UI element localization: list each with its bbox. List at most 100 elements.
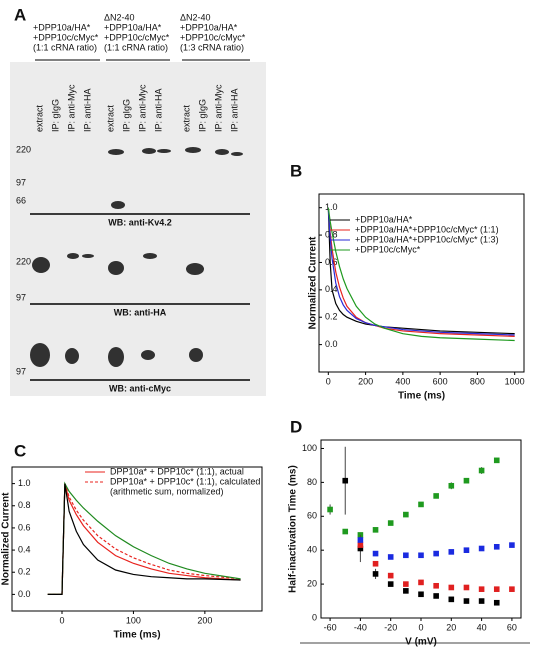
x-tick-label: 200 — [358, 376, 373, 386]
group-label: (1:1 cRNA ratio) — [104, 42, 168, 52]
lane-label: IP: gIgG — [50, 99, 60, 132]
x-tick-label: 20 — [446, 622, 456, 632]
lane-label: IP: anti-Myc — [213, 84, 223, 132]
x-tick-label: 100 — [126, 615, 141, 625]
point — [509, 542, 515, 548]
point — [448, 596, 455, 603]
y-tick-label: 60 — [307, 511, 317, 521]
blot-title: WB: anti-cMyc — [109, 383, 171, 393]
point — [372, 560, 379, 567]
marker-label: 97 — [16, 177, 26, 187]
panel-label: C — [14, 441, 26, 460]
legend-note: (arithmetic sum, normalized) — [110, 486, 224, 496]
x-tick-label: 0 — [59, 615, 64, 625]
point — [448, 584, 455, 591]
marker-label: 97 — [16, 366, 26, 376]
y-tick-label: 0.2 — [325, 312, 338, 322]
point — [463, 598, 470, 604]
point — [433, 582, 439, 589]
y-tick-label: 0.6 — [18, 522, 31, 532]
point — [403, 552, 409, 559]
x-tick-label: -20 — [384, 622, 397, 632]
group-label: (1:3 cRNA ratio) — [180, 42, 244, 52]
y-tick-label: 0.0 — [325, 339, 338, 349]
blot-band — [186, 263, 204, 275]
blot-band — [65, 348, 79, 364]
x-tick-label: 60 — [507, 622, 517, 632]
y-tick-label: 0.0 — [18, 589, 31, 599]
y-axis-label: Normalized Current — [1, 492, 12, 585]
point — [357, 542, 364, 548]
group-label: +DPP10c/cMyc* — [33, 32, 99, 42]
group-label: +DPP10c/cMyc* — [104, 32, 170, 42]
lane-label: extract — [34, 104, 44, 132]
lane-label: IP: anti-HA — [82, 88, 92, 132]
series-line — [327, 207, 515, 335]
point — [403, 581, 409, 587]
point — [448, 549, 455, 555]
point — [387, 520, 394, 526]
blot-band — [231, 152, 243, 156]
series-line — [327, 207, 515, 336]
blot-band — [157, 149, 171, 153]
blot-band — [143, 253, 157, 259]
y-tick-label: 0.6 — [325, 257, 338, 267]
group-label: ΔN2-40 — [104, 12, 135, 22]
point — [418, 552, 424, 559]
point — [493, 457, 500, 464]
plot-frame — [11, 466, 263, 612]
point — [478, 598, 485, 604]
legend-label: +DPP10c/cMyc* — [355, 244, 421, 254]
marker-label: 97 — [16, 292, 26, 302]
point — [357, 545, 364, 552]
point — [372, 527, 379, 533]
point — [418, 591, 424, 598]
y-tick-label: 0 — [312, 612, 317, 622]
point — [509, 586, 515, 592]
marker-label: 220 — [16, 144, 31, 154]
lane-label: IP: gIgG — [121, 99, 131, 132]
y-tick-label: 0.8 — [325, 229, 338, 239]
y-tick-label: 0.8 — [18, 500, 31, 510]
lane-label: extract — [181, 104, 191, 132]
legend-label: +DPP10a/HA* — [355, 214, 413, 224]
point — [463, 584, 470, 591]
y-tick-label: 80 — [307, 477, 317, 487]
group-label: (1:1 cRNA ratio) — [33, 42, 97, 52]
y-tick-label: 1.0 — [325, 202, 338, 212]
y-tick-label: 100 — [302, 443, 317, 453]
lane-label: IP: gIgG — [197, 99, 207, 132]
point — [478, 467, 485, 474]
panel-label: D — [290, 417, 302, 436]
x-axis-label: Time (ms) — [398, 391, 445, 402]
panel-label: A — [14, 5, 26, 24]
blot-band — [215, 149, 229, 155]
group-label: +DPP10a/HA* — [33, 22, 91, 32]
marker-label: 220 — [16, 256, 31, 266]
y-axis-label: Normalized Current — [308, 236, 319, 329]
point — [327, 506, 333, 513]
marker-label: 66 — [16, 195, 26, 205]
lane-label: extract — [105, 104, 115, 132]
blot-title: WB: anti-HA — [114, 307, 167, 317]
group-label: +DPP10a/HA* — [104, 22, 162, 32]
point — [433, 593, 439, 599]
point — [478, 586, 485, 592]
blot-band — [32, 257, 50, 273]
legend-label: +DPP10a/HA*+DPP10c/cMyc* (1:3) — [355, 234, 499, 244]
lane-label: IP: anti-Myc — [66, 84, 76, 132]
point — [493, 544, 500, 550]
y-tick-label: 0.2 — [18, 567, 31, 577]
point — [418, 579, 424, 586]
legend-label: DPP10a* + DPP10c* (1:1), calculated — [110, 476, 260, 486]
blot-band — [108, 149, 124, 155]
y-tick-label: 0.4 — [325, 284, 338, 294]
x-tick-label: 600 — [433, 376, 448, 386]
blot-title: WB: anti-Kv4.2 — [108, 217, 172, 227]
point — [357, 537, 364, 543]
point — [463, 477, 470, 484]
plot-frame — [320, 439, 522, 619]
blot-band — [30, 343, 50, 367]
y-tick-label: 0.4 — [18, 544, 31, 554]
